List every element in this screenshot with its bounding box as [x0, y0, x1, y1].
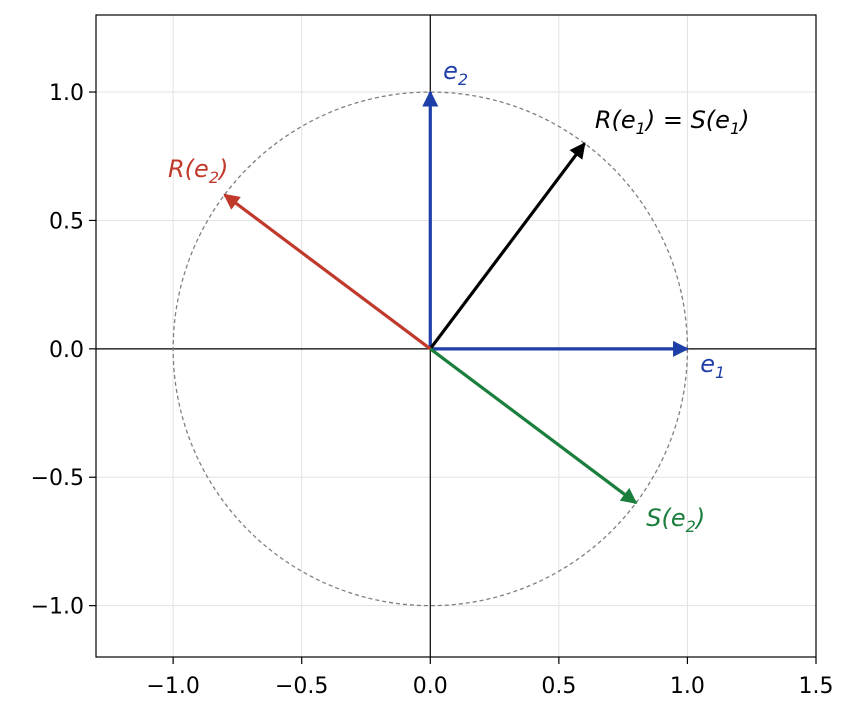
plot-frame — [95, 14, 817, 658]
x-tick-label: −0.5 — [275, 674, 328, 699]
label-text: e — [715, 106, 730, 134]
label-text: ) — [217, 155, 228, 183]
vector-label-Re1: R(e1​) = S(e1​) — [595, 106, 750, 138]
label-subscript: 1 — [730, 119, 740, 138]
label-text: S( — [646, 504, 672, 532]
vector-label-e1: e1​ — [700, 350, 725, 382]
label-subscript: 2 — [686, 517, 696, 536]
vector-label-Se2: S(e2​) — [646, 504, 705, 536]
label-text: ) — [738, 106, 749, 134]
label-text: R( — [595, 106, 623, 134]
vector-label-Re2: R(e2​) — [168, 155, 228, 187]
label-text: R( — [168, 155, 196, 183]
plot-border — [95, 14, 817, 658]
label-subscript: 2 — [458, 70, 468, 89]
x-tick-label: 0.5 — [541, 674, 576, 699]
y-tick-label: 0.0 — [49, 338, 84, 363]
vector-Re1 — [429, 142, 586, 350]
label-subscript: 2 — [209, 168, 219, 187]
x-tick-label: 1.0 — [670, 674, 705, 699]
label-subscript: 1 — [636, 119, 646, 138]
label-text: e — [194, 155, 209, 183]
label-subscript: 1 — [715, 363, 725, 382]
y-tick-label: 1.0 — [49, 81, 84, 106]
label-text: e — [671, 504, 686, 532]
label-text: e — [700, 350, 715, 378]
label-text: ) = S( — [644, 106, 717, 134]
label-text: ) — [694, 504, 705, 532]
vector-labels-layer: e1​ e2​ R(e1​) = S(e1​) R(e2​) S(e2​) — [168, 57, 750, 536]
y-tick-label: −0.5 — [31, 466, 84, 491]
x-tick-label: 0.0 — [413, 674, 448, 699]
y-tick-label: 0.5 — [49, 209, 84, 234]
label-text: e — [621, 106, 636, 134]
vector-Se2 — [429, 347, 638, 505]
ticks-layer: −1.0 −0.5 0.0 0.5 1.0 1.5 −1.0 −0.5 0.0 0.5 1.0 — [31, 81, 834, 699]
vector-label-e2: e2​ — [443, 57, 468, 89]
x-tick-label: 1.5 — [799, 674, 834, 699]
vectors-layer — [223, 90, 690, 505]
vector-Re2 — [223, 193, 432, 351]
y-tick-label: −1.0 — [31, 595, 84, 620]
label-text: e — [443, 57, 458, 85]
x-tick-label: −1.0 — [146, 674, 199, 699]
